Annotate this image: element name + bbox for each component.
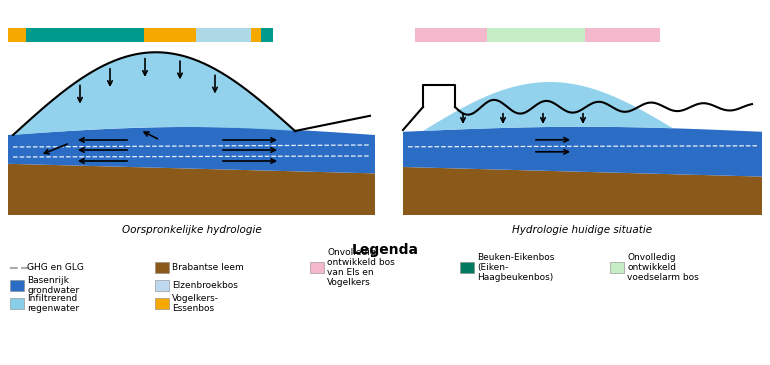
Text: Infiltrerend: Infiltrerend	[27, 294, 77, 303]
Bar	[144, 28, 196, 42]
Polygon shape	[403, 167, 762, 215]
Text: Vogelkers: Vogelkers	[327, 278, 370, 287]
Bar	[155, 262, 169, 273]
Text: Beuken-Eikenbos: Beuken-Eikenbos	[477, 253, 554, 262]
Text: GHG en GLG: GHG en GLG	[27, 263, 84, 272]
Bar	[10, 280, 24, 291]
Text: ontwikkeld: ontwikkeld	[627, 263, 676, 272]
Text: voedselarm bos: voedselarm bos	[627, 273, 698, 282]
Text: Essenbos: Essenbos	[172, 304, 214, 313]
Text: Oorspronkelijke hydrologie: Oorspronkelijke hydrologie	[122, 225, 261, 235]
Text: Hydrologie huidige situatie: Hydrologie huidige situatie	[513, 225, 652, 235]
Bar	[10, 298, 24, 309]
Text: van Els en: van Els en	[327, 268, 373, 277]
Polygon shape	[8, 127, 375, 173]
Bar	[155, 298, 169, 309]
Polygon shape	[403, 127, 762, 177]
Bar	[310, 262, 324, 273]
Text: grondwater: grondwater	[27, 286, 79, 295]
Text: Onvolledig: Onvolledig	[627, 253, 675, 262]
Bar	[585, 28, 660, 42]
Text: (Eiken-: (Eiken-	[477, 263, 508, 272]
Polygon shape	[13, 52, 295, 135]
Bar	[196, 28, 251, 42]
Polygon shape	[423, 82, 673, 131]
Bar	[251, 28, 261, 42]
Bar	[261, 28, 273, 42]
Text: Vogelkers-: Vogelkers-	[172, 294, 219, 303]
Text: Brabantse leem: Brabantse leem	[172, 263, 244, 272]
Text: Basenrijk: Basenrijk	[27, 276, 69, 285]
Text: Legenda: Legenda	[351, 243, 419, 257]
Bar	[26, 28, 144, 42]
Text: Onvolledig: Onvolledig	[327, 248, 376, 257]
Bar	[8, 28, 26, 42]
Bar	[155, 280, 169, 291]
Text: ontwikkeld bos: ontwikkeld bos	[327, 258, 395, 267]
Text: Haagbeukenbos): Haagbeukenbos)	[477, 273, 554, 282]
Bar	[487, 28, 585, 42]
Bar	[460, 262, 474, 273]
Bar	[415, 28, 487, 42]
Text: Elzenbroekbos: Elzenbroekbos	[172, 281, 238, 290]
Polygon shape	[8, 164, 375, 215]
Bar	[610, 262, 624, 273]
Text: regenwater: regenwater	[27, 304, 79, 313]
